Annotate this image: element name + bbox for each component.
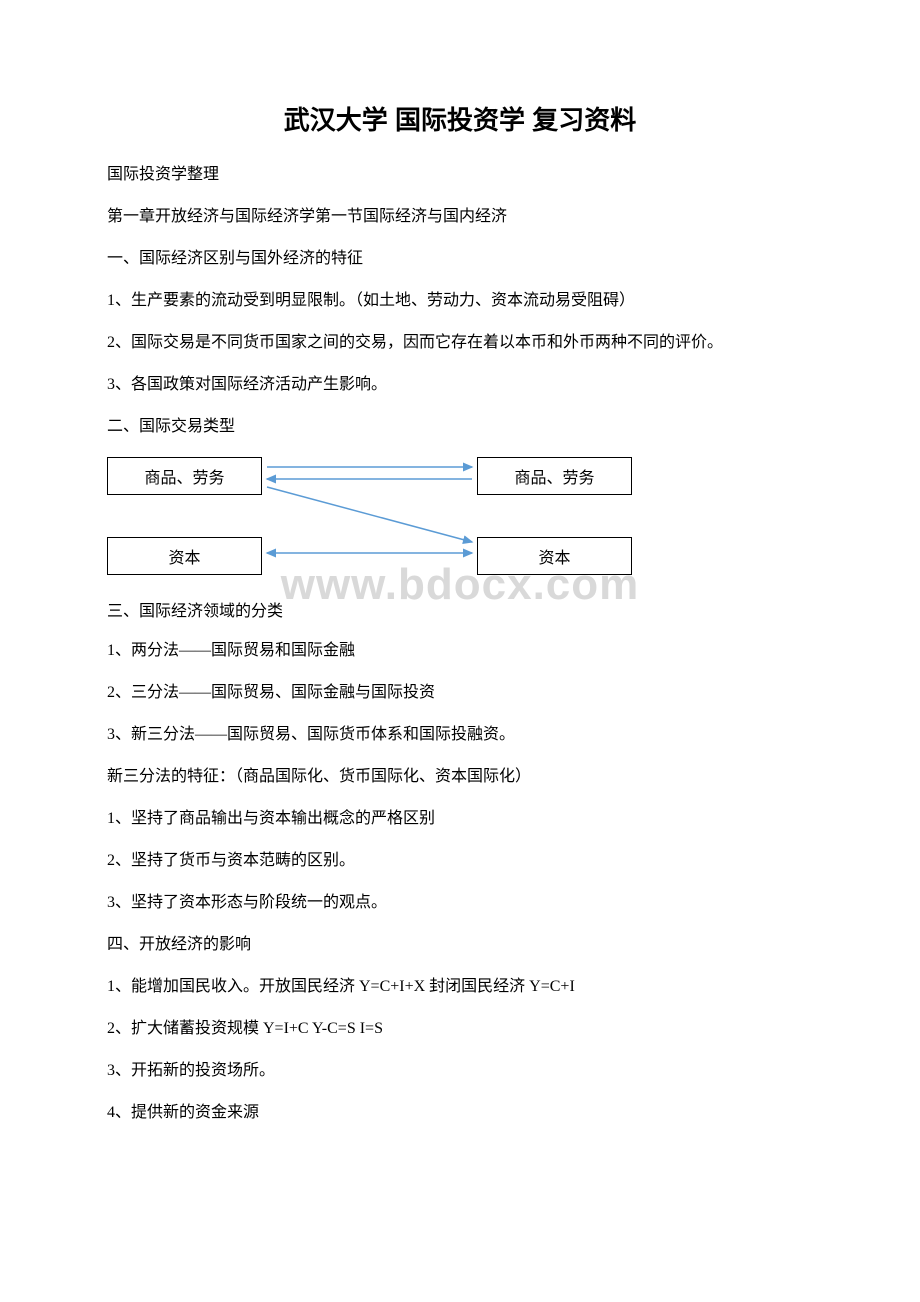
paragraph: 2、三分法——国际贸易、国际金融与国际投资 <box>75 681 845 705</box>
diagram-box-capital-right: 资本 <box>477 537 632 575</box>
paragraph: 1、生产要素的流动受到明显限制。（如土地、劳动力、资本流动易受阻碍） <box>75 289 845 313</box>
paragraph: 2、扩大储蓄投资规模 Y=I+C Y-C=S I=S <box>75 1017 845 1041</box>
paragraph: 一、国际经济区别与国外经济的特征 <box>75 247 845 271</box>
paragraph: 四、开放经济的影响 <box>75 933 845 957</box>
paragraph: 第一章开放经济与国际经济学第一节国际经济与国内经济 <box>75 205 845 229</box>
paragraph: 3、坚持了资本形态与阶段统一的观点。 <box>75 891 845 915</box>
paragraph: 2、国际交易是不同货币国家之间的交易，因而它存在着以本币和外币两种不同的评价。 <box>75 331 845 355</box>
paragraph: 1、坚持了商品输出与资本输出概念的严格区别 <box>75 807 845 831</box>
paragraph: 1、能增加国民收入。开放国民经济 Y=C+I+X 封闭国民经济 Y=C+I <box>75 975 845 999</box>
paragraph: 二、国际交易类型 <box>75 415 845 439</box>
paragraph: 3、开拓新的投资场所。 <box>75 1059 845 1083</box>
paragraph: 新三分法的特征：（商品国际化、货币国际化、资本国际化） <box>75 765 845 789</box>
paragraph: 1、两分法——国际贸易和国际金融 <box>75 639 845 663</box>
paragraph: 3、新三分法——国际贸易、国际货币体系和国际投融资。 <box>75 723 845 747</box>
paragraph: 2、坚持了货币与资本范畴的区别。 <box>75 849 845 873</box>
document-title: 武汉大学 国际投资学 复习资料 <box>75 100 845 137</box>
paragraph: 三、国际经济领域的分类 <box>75 597 845 621</box>
paragraph: 4、提供新的资金来源 <box>75 1101 845 1125</box>
paragraph: 3、各国政策对国际经济活动产生影响。 <box>75 373 845 397</box>
paragraph: 国际投资学整理 <box>75 163 845 187</box>
diagram-box-capital-left: 资本 <box>107 537 262 575</box>
diagram-box-goods-left: 商品、劳务 <box>107 457 262 495</box>
transaction-diagram: 商品、劳务 商品、劳务 资本 资本 <box>107 457 667 587</box>
diagram-box-goods-right: 商品、劳务 <box>477 457 632 495</box>
